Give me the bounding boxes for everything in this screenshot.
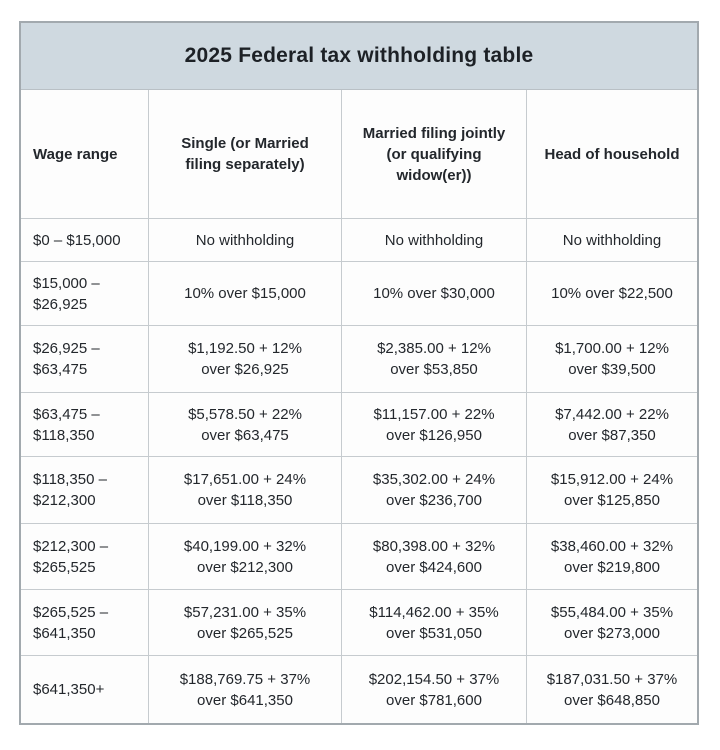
single-cell: No withholding [149,219,341,261]
married-jointly-cell: $114,462.00 + 35% over $531,050 [342,590,526,655]
col-header-head-of-household: Head of household [527,90,697,218]
head-of-household-cell: $7,442.00 + 22% over $87,350 [527,393,697,456]
col-header-single: Single (or Married filing separately) [149,90,341,218]
head-of-household-cell: $187,031.50 + 37% over $648,850 [527,656,697,723]
married-jointly-cell: $2,385.00 + 12% over $53,850 [342,326,526,392]
wage-range-cell: $641,350+ [21,656,148,723]
wage-range-cell: $63,475 – $118,350 [21,393,148,456]
single-cell: $5,578.50 + 22% over $63,475 [149,393,341,456]
single-cell: $1,192.50 + 12% over $26,925 [149,326,341,392]
single-cell: $17,651.00 + 24% over $118,350 [149,457,341,523]
col-header-wage-range: Wage range [21,90,148,218]
married-jointly-cell: $11,157.00 + 22% over $126,950 [342,393,526,456]
single-cell: 10% over $15,000 [149,262,341,325]
married-jointly-cell: 10% over $30,000 [342,262,526,325]
table-title: 2025 Federal tax withholding table [21,23,697,90]
head-of-household-cell: $15,912.00 + 24% over $125,850 [527,457,697,523]
head-of-household-cell: $38,460.00 + 32% over $219,800 [527,524,697,589]
wage-range-cell: $212,300 – $265,525 [21,524,148,589]
head-of-household-cell: No withholding [527,219,697,261]
wage-range-cell: $0 – $15,000 [21,219,148,261]
married-jointly-cell: No withholding [342,219,526,261]
wage-range-cell: $118,350 – $212,300 [21,457,148,523]
col-header-married-jointly: Married filing jointly (or qualifying wi… [342,90,526,218]
table-grid: Wage range Single (or Married filing sep… [21,90,697,723]
married-jointly-cell: $35,302.00 + 24% over $236,700 [342,457,526,523]
wage-range-cell: $265,525 – $641,350 [21,590,148,655]
married-jointly-cell: $80,398.00 + 32% over $424,600 [342,524,526,589]
single-cell: $57,231.00 + 35% over $265,525 [149,590,341,655]
married-jointly-cell: $202,154.50 + 37% over $781,600 [342,656,526,723]
single-cell: $188,769.75 + 37% over $641,350 [149,656,341,723]
head-of-household-cell: $1,700.00 + 12% over $39,500 [527,326,697,392]
head-of-household-cell: 10% over $22,500 [527,262,697,325]
head-of-household-cell: $55,484.00 + 35% over $273,000 [527,590,697,655]
wage-range-cell: $15,000 – $26,925 [21,262,148,325]
single-cell: $40,199.00 + 32% over $212,300 [149,524,341,589]
tax-withholding-table: 2025 Federal tax withholding table Wage … [19,21,699,725]
wage-range-cell: $26,925 – $63,475 [21,326,148,392]
